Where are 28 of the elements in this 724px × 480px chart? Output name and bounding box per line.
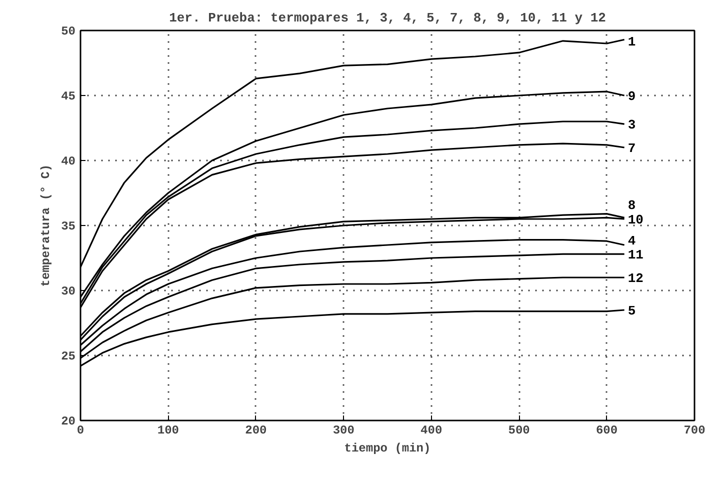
series-label: 4 [628, 233, 636, 248]
chart-title: 1er. Prueba: termopares 1, 3, 4, 5, 7, 8, 9, 10, 11 y 12 [169, 10, 606, 26]
y-tick-label: 30 [61, 284, 76, 298]
y-tick-label: 40 [61, 154, 76, 168]
y-tick-label: 20 [61, 414, 76, 428]
series-label: 8 [628, 198, 636, 214]
y-tick-label: 45 [61, 90, 76, 104]
series-label: 1 [628, 34, 636, 50]
x-tick-label: 200 [245, 424, 267, 438]
x-tick-label: 300 [332, 424, 354, 438]
series-label: 10 [628, 212, 644, 228]
series-label: 9 [628, 89, 636, 104]
y-tick-label: 35 [61, 220, 76, 234]
x-axis-title: tiempo (min) [344, 442, 431, 456]
x-tick-label: 700 [684, 424, 706, 438]
x-tick-label: 100 [157, 424, 180, 438]
series-label: 3 [628, 118, 636, 133]
series-label: 12 [628, 271, 644, 286]
y-axis-title: temperatura (° C) [39, 164, 54, 287]
x-tick-label: 400 [420, 424, 442, 438]
y-tick-label: 25 [61, 350, 76, 364]
series-label: 11 [628, 248, 644, 263]
series-label: 7 [628, 141, 636, 156]
x-tick-label: 600 [596, 424, 618, 438]
x-tick-label: 500 [508, 424, 530, 438]
x-tick-label: 0 [76, 424, 84, 438]
series-label: 5 [628, 304, 636, 318]
y-tick-label: 50 [61, 24, 76, 38]
